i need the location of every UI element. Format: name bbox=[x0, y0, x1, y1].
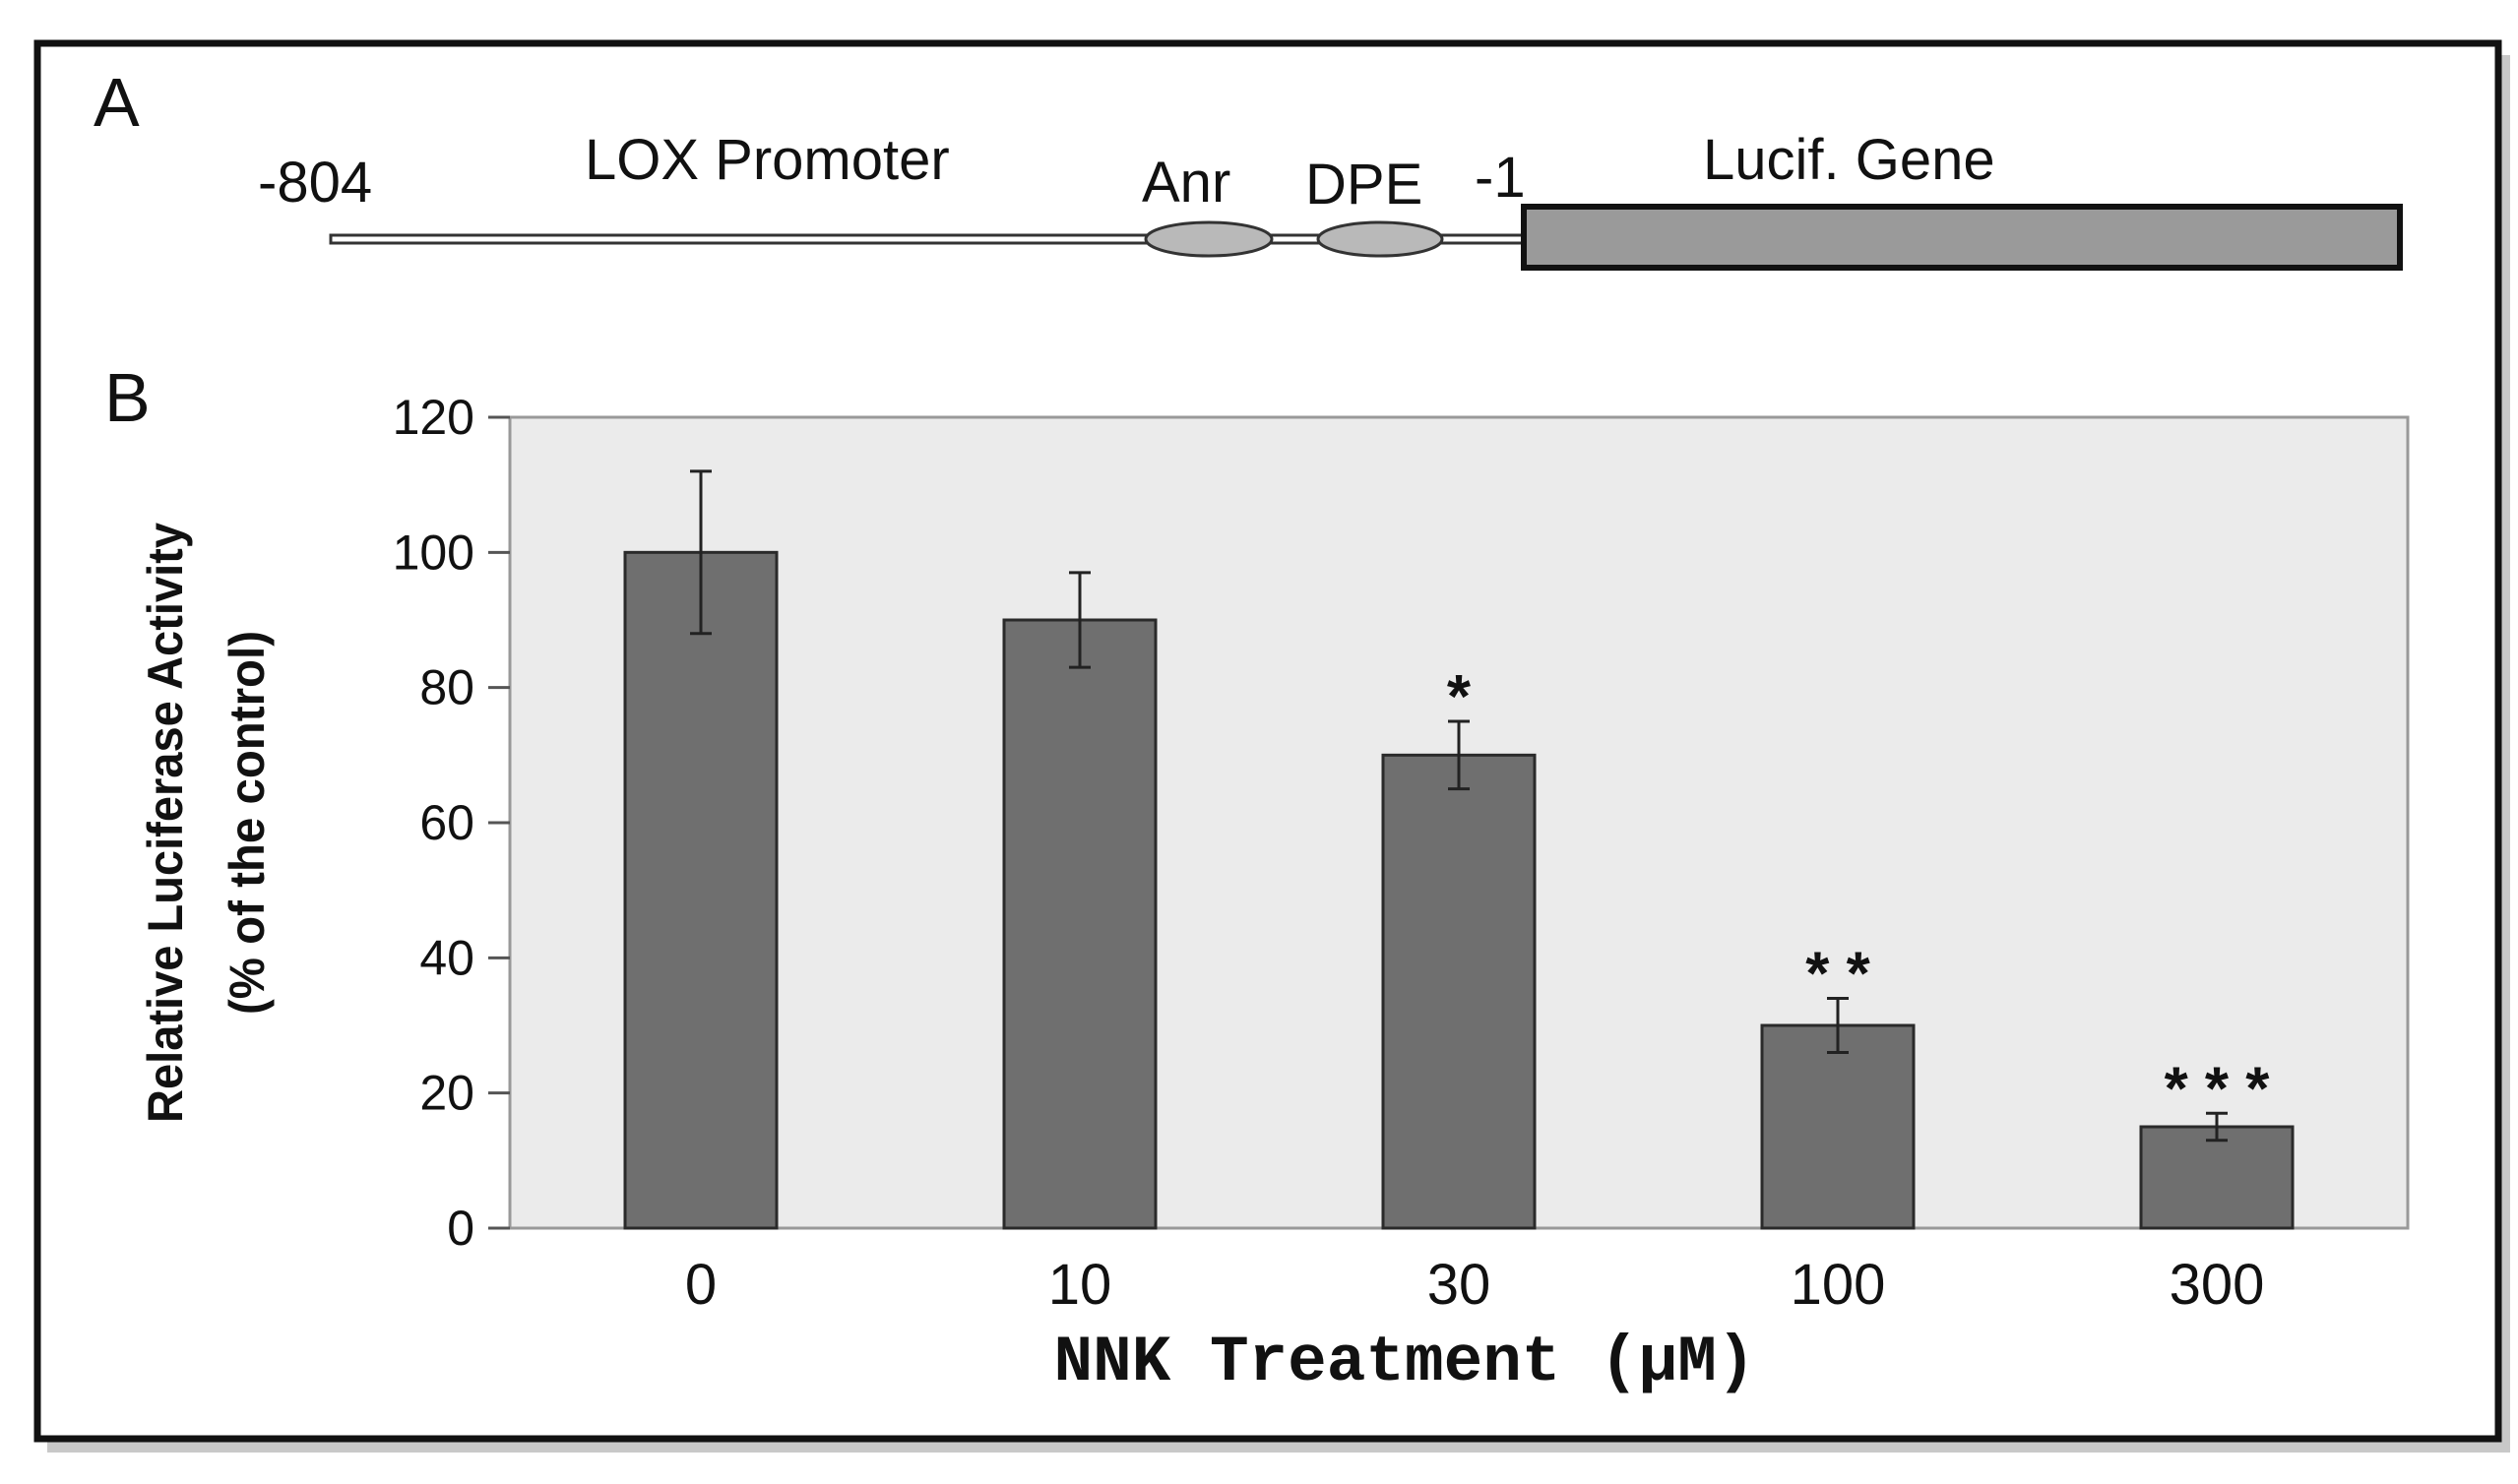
y-tick-label: 120 bbox=[393, 390, 474, 445]
y-tick-label: 100 bbox=[393, 525, 474, 580]
bar bbox=[1381, 753, 1537, 1230]
x-tick-label: 0 bbox=[685, 1253, 717, 1317]
gene-label: Lucif. Gene bbox=[1703, 128, 1995, 192]
bar bbox=[623, 550, 779, 1230]
bar bbox=[1002, 618, 1158, 1230]
luciferase-gene-box bbox=[1521, 204, 2403, 271]
x-axis-ticks: 0 10 30 100 300 bbox=[685, 1253, 2265, 1317]
y-tick-label: 60 bbox=[419, 795, 474, 850]
promoter-start-label: -804 bbox=[258, 151, 372, 215]
x-tick-label: 300 bbox=[2170, 1253, 2265, 1317]
panel-a-label: A bbox=[94, 64, 140, 141]
x-tick-label: 30 bbox=[1427, 1253, 1491, 1317]
panel-b-label: B bbox=[104, 359, 151, 436]
significance-marker: * bbox=[1447, 663, 1472, 731]
promoter-label: LOX Promoter bbox=[585, 128, 950, 192]
y-tick-label: 20 bbox=[419, 1066, 474, 1121]
x-axis-label: NNK Treatment (μM) bbox=[1054, 1326, 1756, 1399]
bar bbox=[2139, 1125, 2295, 1230]
x-tick-label: 10 bbox=[1048, 1253, 1112, 1317]
anr-element bbox=[1144, 220, 1274, 258]
y-tick-label: 0 bbox=[447, 1201, 474, 1256]
bar bbox=[1760, 1023, 1916, 1230]
y-axis-ticks: 0 20 40 60 80 100 120 bbox=[393, 390, 510, 1256]
dpe-element bbox=[1316, 220, 1444, 258]
x-tick-label: 100 bbox=[1791, 1253, 1886, 1317]
dpe-position-label: -1 bbox=[1475, 146, 1526, 210]
y-tick-label: 40 bbox=[419, 930, 474, 985]
anr-label: Anr bbox=[1142, 151, 1230, 215]
y-axis-label: Relative Luciferase Activity bbox=[138, 523, 193, 1123]
dpe-label: DPE bbox=[1305, 153, 1422, 216]
y-tick-label: 80 bbox=[419, 660, 474, 715]
bars: * * * * * * bbox=[623, 469, 2295, 1230]
y-axis-sublabel: (% of the control) bbox=[220, 631, 275, 1015]
significance-marker: * * bbox=[1805, 941, 1870, 1009]
panel-a: A -804 LOX Promoter Anr DPE -1 Lucif. Ge… bbox=[94, 64, 2403, 271]
significance-marker: * * * bbox=[2165, 1055, 2271, 1123]
